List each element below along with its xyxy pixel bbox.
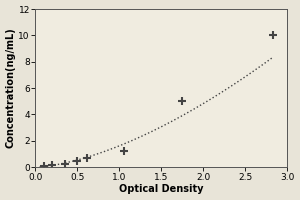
Y-axis label: Concentration(ng/mL): Concentration(ng/mL): [6, 28, 16, 148]
X-axis label: Optical Density: Optical Density: [119, 184, 204, 194]
